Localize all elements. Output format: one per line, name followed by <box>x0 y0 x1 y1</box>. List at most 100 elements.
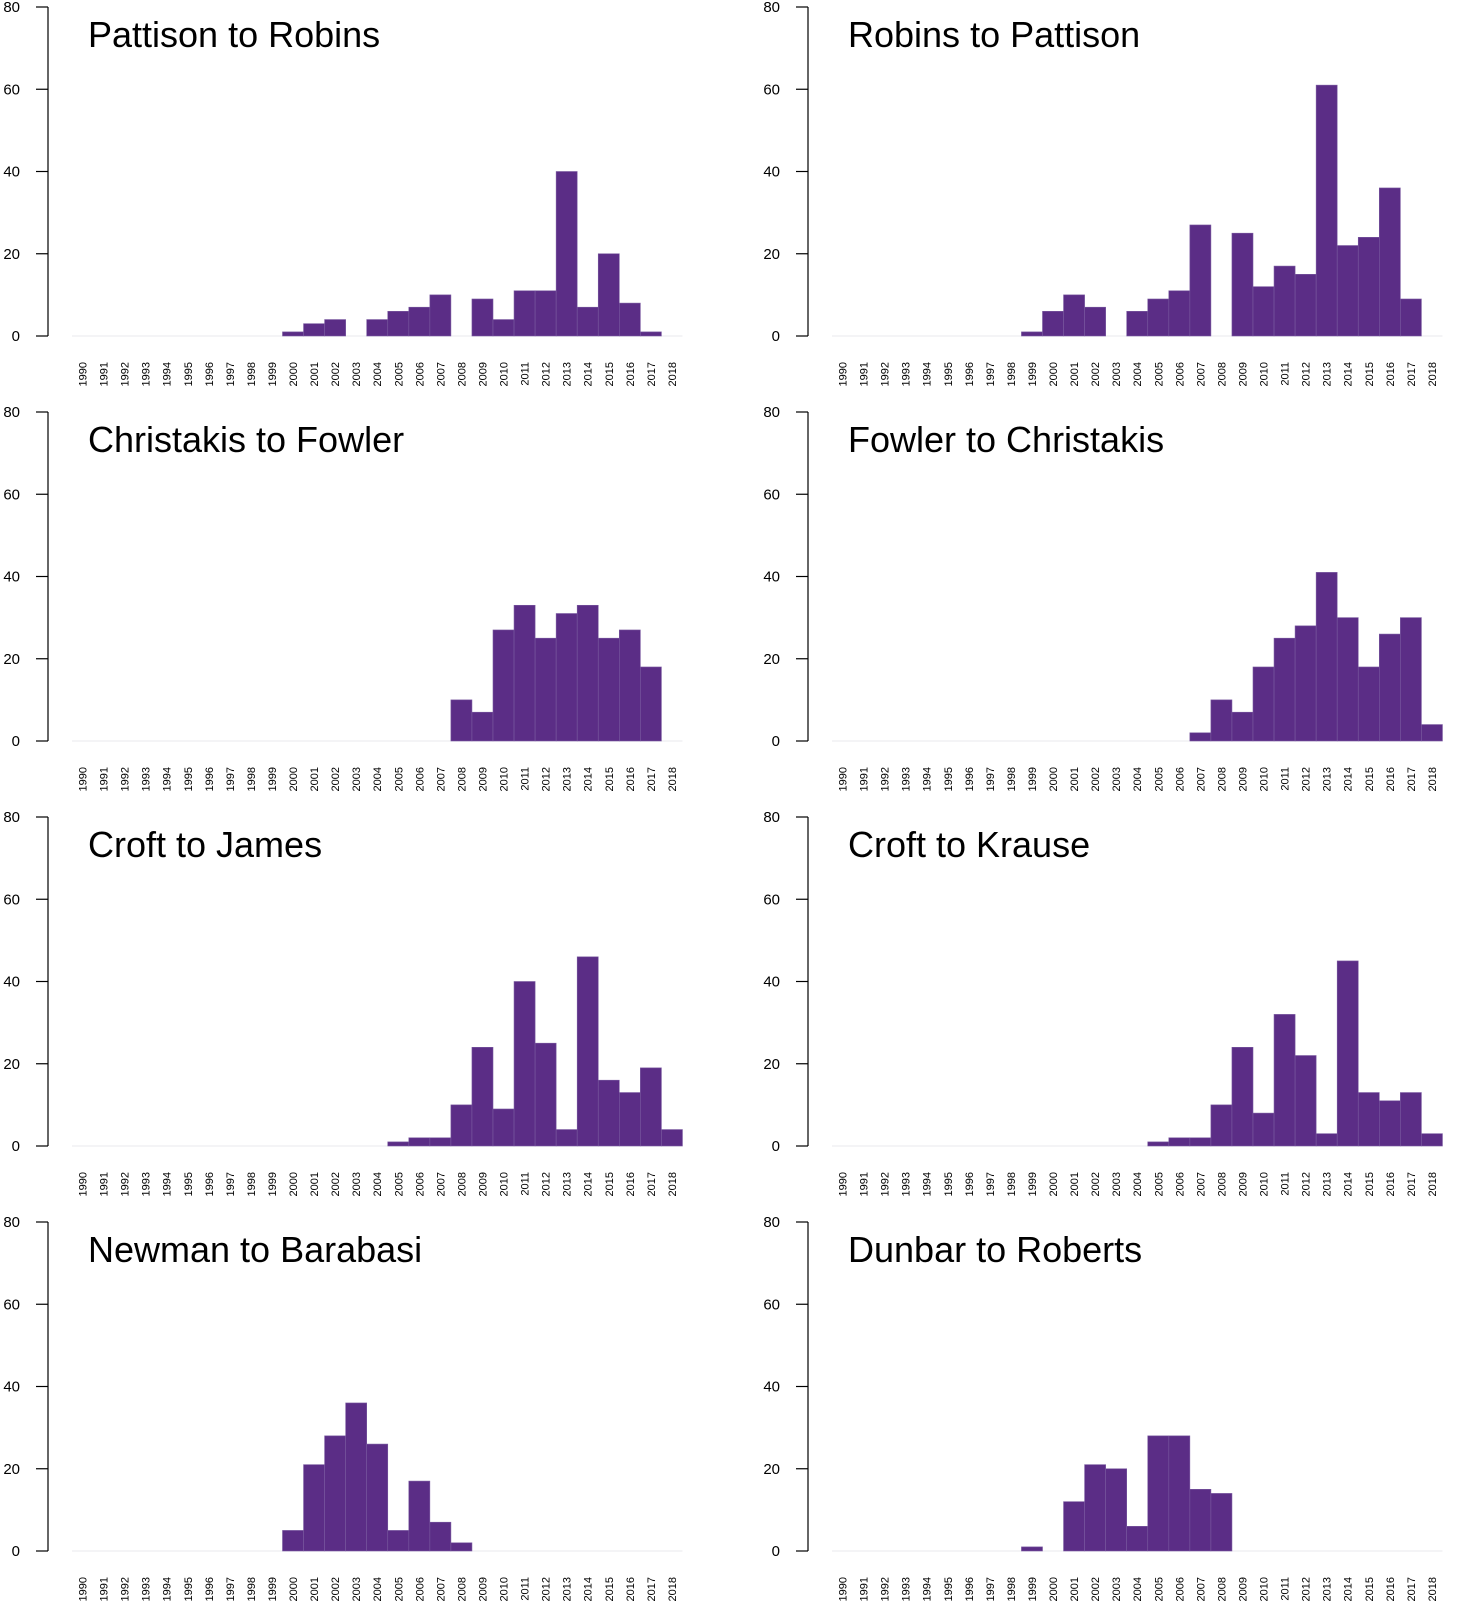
bar <box>450 699 473 742</box>
x-tick-label: 2010 <box>499 767 511 791</box>
x-tick-label: 1992 <box>120 1172 132 1196</box>
x-tick-label: 2018 <box>1427 1172 1439 1196</box>
chart-title: Newman to Barabasi <box>88 1229 422 1270</box>
x-tick-label: 2011 <box>1280 362 1292 386</box>
x-tick-label: 2001 <box>1069 767 1081 791</box>
x-tick-label: 1993 <box>901 1577 913 1601</box>
x-tick-label: 2012 <box>1301 767 1313 791</box>
bar <box>1042 311 1064 337</box>
x-tick-label: 2014 <box>583 362 595 386</box>
x-tick-label: 1993 <box>901 362 913 386</box>
x-tick-label: 2006 <box>1174 767 1186 791</box>
x-tick-label: 1991 <box>99 1577 111 1601</box>
chart-panel: 0 20 40 60 80 1990 1991 1992 1993 1994 1995 1996 199… <box>3 0 683 386</box>
x-tick-label: 2018 <box>1427 1577 1439 1601</box>
x-tick-label: 1994 <box>922 362 934 386</box>
x-tick-label: 1998 <box>246 767 258 791</box>
x-tick-label: 2009 <box>477 362 489 386</box>
x-tick-label: 2011 <box>520 1577 532 1601</box>
x-tick-label: 1995 <box>943 1172 955 1196</box>
x-tick-label: 2006 <box>1174 1577 1186 1601</box>
y-tick-label: 60 <box>763 486 780 503</box>
x-tick-label: 2004 <box>1132 767 1144 791</box>
x-tick-label: 1993 <box>141 767 153 791</box>
x-tick-label: 2009 <box>1237 1577 1249 1601</box>
x-tick-label: 1990 <box>838 1577 850 1601</box>
x-tick-label: 2005 <box>393 1172 405 1196</box>
x-tick-label: 1993 <box>141 1172 153 1196</box>
x-tick-label: 2000 <box>1048 1172 1060 1196</box>
x-tick-label: 2006 <box>414 362 426 386</box>
x-tick-label: 2001 <box>309 1577 321 1601</box>
x-tick-label: 2002 <box>330 1172 342 1196</box>
x-tick-label: 1998 <box>246 362 258 386</box>
x-tick-label: 2000 <box>288 362 300 386</box>
x-tick-label: 2012 <box>541 767 553 791</box>
x-tick-label: 2009 <box>1237 767 1249 791</box>
x-tick-label: 1999 <box>1027 362 1039 386</box>
chart-panel: 0 20 40 60 80 1990 1991 1992 1993 1994 1995 1996 199… <box>3 809 683 1196</box>
bar <box>1378 633 1401 742</box>
x-tick-label: 1998 <box>1006 1172 1018 1196</box>
y-tick-label: 40 <box>763 1379 780 1396</box>
chart-panel: 0 20 40 60 80 1990 1991 1992 1993 1994 1995 1996 199… <box>763 404 1443 791</box>
bar <box>303 323 325 337</box>
x-tick-label: 2009 <box>477 767 489 791</box>
x-tick-label: 2010 <box>499 1577 511 1601</box>
x-tick-label: 1996 <box>964 362 976 386</box>
x-tick-label: 1995 <box>943 1577 955 1601</box>
x-tick-label: 2017 <box>646 1577 658 1601</box>
x-tick-label: 2007 <box>1195 1577 1207 1601</box>
y-tick-label: 0 <box>12 1543 20 1560</box>
x-tick-label: 2004 <box>372 1577 384 1601</box>
bar <box>1294 625 1317 742</box>
y-tick-label: 80 <box>3 0 20 16</box>
bar <box>408 1137 431 1147</box>
x-tick-label: 1992 <box>880 1172 892 1196</box>
x-tick-label: 2012 <box>541 1172 553 1196</box>
x-tick-label: 1993 <box>141 362 153 386</box>
bar <box>387 1530 410 1552</box>
y-tick-label: 0 <box>12 733 20 750</box>
bar <box>303 1464 325 1552</box>
bar <box>618 629 641 742</box>
bar <box>1231 711 1254 742</box>
x-tick-label: 1998 <box>1006 362 1018 386</box>
bar <box>597 1079 620 1147</box>
bar <box>640 666 662 742</box>
x-tick-label: 2008 <box>456 1577 468 1601</box>
bar <box>1273 1014 1296 1147</box>
x-tick-label: 2017 <box>1406 1172 1418 1196</box>
x-tick-label: 2011 <box>520 362 532 386</box>
x-tick-label: 2010 <box>1259 767 1271 791</box>
y-tick-label: 80 <box>763 404 780 421</box>
x-tick-label: 1999 <box>267 767 279 791</box>
x-tick-label: 2001 <box>309 362 321 386</box>
x-tick-label: 2003 <box>351 1577 363 1601</box>
y-tick-label: 20 <box>3 1461 20 1478</box>
x-tick-label: 1998 <box>1006 1577 1018 1601</box>
y-tick-label: 80 <box>763 809 780 826</box>
bar <box>429 294 452 337</box>
y-tick-label: 40 <box>763 164 780 181</box>
bar <box>1252 666 1275 742</box>
y-tick-label: 20 <box>763 1461 780 1478</box>
chart-title: Dunbar to Roberts <box>848 1229 1142 1270</box>
x-tick-label: 2004 <box>1132 1172 1144 1196</box>
x-tick-label: 2015 <box>1364 767 1376 791</box>
x-tick-label: 2016 <box>625 1577 637 1601</box>
x-tick-label: 2007 <box>435 1172 447 1196</box>
x-tick-label: 1996 <box>964 1577 976 1601</box>
x-tick-label: 1991 <box>99 1172 111 1196</box>
x-tick-label: 2001 <box>309 1172 321 1196</box>
x-tick-label: 2013 <box>562 362 574 386</box>
x-tick-label: 2012 <box>541 362 553 386</box>
bar <box>1357 666 1380 742</box>
bar <box>387 311 410 337</box>
bar <box>345 1402 367 1552</box>
x-tick-label: 1990 <box>838 362 850 386</box>
x-tick-label: 2013 <box>1322 767 1334 791</box>
x-tick-label: 1991 <box>99 767 111 791</box>
y-tick-label: 60 <box>3 891 20 908</box>
